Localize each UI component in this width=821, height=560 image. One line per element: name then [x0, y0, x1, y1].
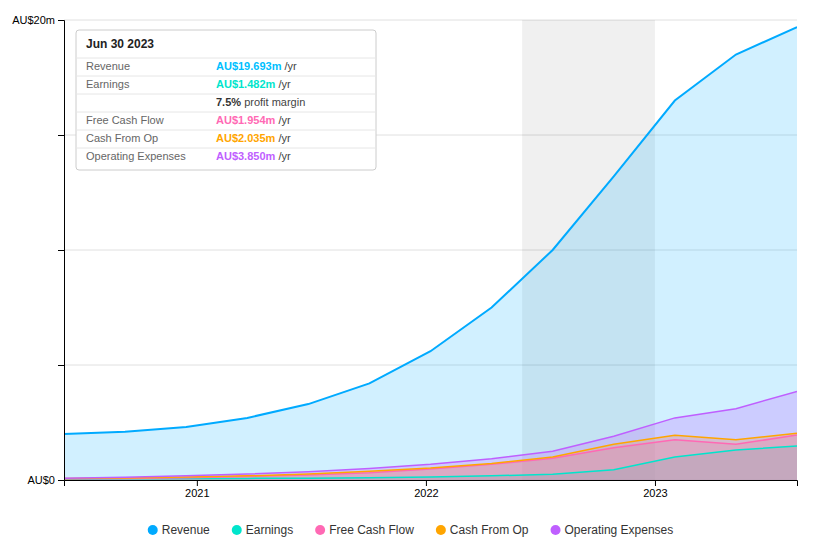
x-axis: 2021 2022 2023 [65, 480, 798, 499]
info-box-separator [76, 130, 376, 131]
info-box-title: Jun 30 2023 [86, 37, 154, 51]
x-tick-mark [197, 480, 198, 486]
legend-label: Earnings [246, 523, 293, 537]
y-tick: AU$0 [27, 474, 64, 486]
legend-swatch [551, 525, 561, 535]
y-tick: AU$20m [12, 14, 64, 26]
info-box-separator [76, 94, 376, 95]
y-tick-label: AU$20m [12, 14, 55, 26]
info-box-suffix: profit margin [241, 96, 305, 108]
info-box-value: 7.5% [216, 96, 241, 108]
x-tick-label: 2023 [643, 487, 667, 499]
legend-label: Free Cash Flow [329, 523, 414, 537]
info-box-suffix: /yr [275, 150, 291, 162]
plot: 2021 2022 2023 AU$0 AU$20m Jun 30 2023 Revenue… [12, 14, 797, 499]
x-tick-mark [655, 480, 656, 486]
legend-item: Cash From Op [436, 523, 529, 537]
x-tick-label: 2021 [185, 487, 209, 499]
x-tick: 2023 [643, 480, 667, 499]
y-tick-mark [58, 250, 64, 251]
info-box-separator [76, 112, 376, 113]
x-tick-mark [426, 480, 427, 486]
y-tick [58, 250, 64, 251]
legend-swatch [315, 525, 325, 535]
legend-item: Free Cash Flow [315, 523, 414, 537]
legend-label: Revenue [162, 523, 210, 537]
line [64, 433, 797, 478]
line [64, 391, 797, 478]
y-tick-mark [58, 135, 64, 136]
info-box-suffix: /yr [275, 132, 291, 144]
info-box-value: AU$19.693m [216, 60, 282, 72]
info-box-separator [76, 58, 376, 59]
info-box: Jun 30 2023 Revenue AU$19.693m /yr Earnings… [76, 30, 376, 170]
info-box-label: Cash From Op [86, 132, 158, 144]
info-box-label: Free Cash Flow [86, 114, 164, 126]
x-tick-label: 2022 [414, 487, 438, 499]
info-box-separator [76, 148, 376, 149]
line [64, 27, 797, 434]
legend-swatch [436, 525, 446, 535]
info-box-value: AU$2.035m [216, 132, 276, 144]
y-tick [58, 365, 64, 366]
y-tick-mark [58, 365, 64, 366]
info-box-frame [76, 30, 376, 170]
legend-swatch [232, 525, 242, 535]
y-tick-mark [58, 480, 64, 481]
grid [64, 20, 797, 480]
area [64, 391, 797, 480]
legend-label: Operating Expenses [565, 523, 674, 537]
info-box-suffix: /yr [281, 60, 297, 72]
x-tick: 2021 [185, 480, 209, 499]
info-box-label: Operating Expenses [86, 150, 186, 162]
y-axis: AU$0 AU$20m [12, 14, 64, 486]
info-box-label: Revenue [86, 60, 130, 72]
line [64, 435, 797, 479]
y-tick [58, 135, 64, 136]
grid-line [64, 20, 797, 21]
legend-item: Revenue [148, 523, 210, 537]
info-box-separator [76, 76, 376, 77]
legend-item: Earnings [232, 523, 293, 537]
y-tick-mark [58, 20, 64, 21]
legend-item: Operating Expenses [551, 523, 674, 537]
legend-label: Cash From Op [450, 523, 529, 537]
x-axis-line [65, 481, 798, 487]
x-tick: 2022 [414, 480, 438, 499]
chart: 2021 2022 2023 AU$0 AU$20m Jun 30 2023 Revenue… [0, 0, 821, 560]
legend-swatch [148, 525, 158, 535]
info-box-label: Earnings [86, 78, 130, 90]
info-box-suffix: /yr [275, 78, 291, 90]
y-axis-line [58, 21, 65, 481]
legend: Revenue Earnings Free Cash Flow Cash From O… [148, 523, 674, 537]
info-box-suffix: /yr [275, 114, 291, 126]
line [64, 446, 797, 479]
y-tick-label: AU$0 [27, 474, 55, 486]
info-box-value: AU$1.482m [216, 78, 276, 90]
area [64, 27, 797, 480]
info-box-value: AU$1.954m [216, 114, 276, 126]
marks [64, 20, 797, 480]
info-box-value: AU$3.850m [216, 150, 276, 162]
